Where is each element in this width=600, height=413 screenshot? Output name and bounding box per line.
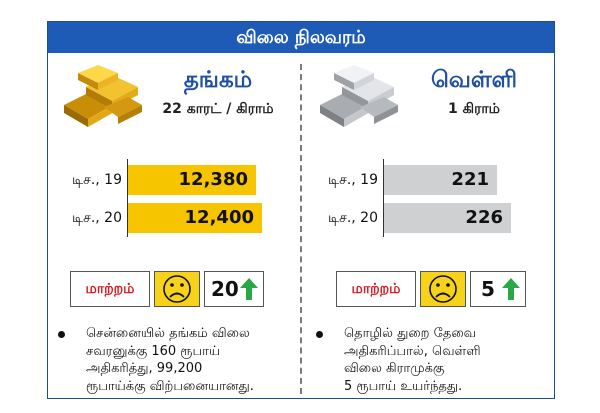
up-arrow-icon bbox=[240, 278, 258, 300]
gold-change-label: மாற்றம் bbox=[70, 271, 150, 307]
silver-change-label: மாற்றம் bbox=[336, 271, 416, 307]
silver-subtitle: 1 கிராம் bbox=[448, 101, 500, 117]
gold-row: டிச., 19 12,380 bbox=[48, 163, 298, 197]
note-line: தொழில் துறை தேவை bbox=[344, 326, 477, 341]
gold-note-text: சென்னையில் தங்கம் விலை சவரனுக்கு 160 ரூப… bbox=[86, 325, 296, 395]
note-line: 5 ரூபாய் உயர்ந்தது. bbox=[344, 378, 463, 394]
silver-row: டிச., 20 226 bbox=[304, 201, 554, 235]
note-line: விலை கிராமுக்கு bbox=[344, 361, 445, 376]
silver-row-value: 221 bbox=[384, 165, 497, 195]
panel-divider bbox=[300, 64, 302, 394]
silver-change-value: 5 bbox=[481, 277, 495, 301]
gold-row-date: டிச., 20 bbox=[71, 210, 122, 226]
gold-axis-line bbox=[127, 159, 128, 237]
silver-bars-icon bbox=[320, 65, 398, 127]
gold-panel: தங்கம் 22 காரட் / கிராம் டிச., 19 12,380… bbox=[48, 53, 298, 398]
gold-row-value: 12,400 bbox=[128, 203, 262, 233]
gold-bars-icon bbox=[64, 65, 142, 127]
silver-change-value-box: 5 bbox=[470, 271, 526, 307]
silver-title: வெள்ளி bbox=[430, 67, 518, 93]
silver-panel: வெள்ளி 1 கிராம் டிச., 19 221 டிச., 20 22… bbox=[304, 53, 554, 398]
gold-title: தங்கம் bbox=[183, 67, 253, 93]
note-line: அதிகரித்து, 99,200 bbox=[86, 361, 203, 376]
bullet-icon bbox=[316, 331, 323, 338]
gold-row: டிச., 20 12,400 bbox=[48, 201, 298, 235]
gold-change-value: 20 bbox=[211, 277, 239, 301]
gold-row-date: டிச., 19 bbox=[71, 172, 122, 188]
note-line: ரூபாய்க்கு விற்பனையானது. bbox=[86, 378, 254, 394]
up-arrow-icon bbox=[502, 278, 520, 300]
gold-subtitle: 22 காரட் / கிராம் bbox=[162, 101, 274, 117]
note-line: சவரனுக்கு 160 ரூபாய் bbox=[86, 343, 221, 359]
silver-row: டிச., 19 221 bbox=[304, 163, 554, 197]
silver-row-date: டிச., 20 bbox=[327, 210, 378, 226]
silver-note-text: தொழில் துறை தேவை அதிகரிப்பால், வெள்ளி வி… bbox=[344, 325, 554, 395]
gold-change-value-box: 20 bbox=[204, 271, 264, 307]
silver-row-date: டிச., 19 bbox=[327, 172, 378, 188]
silver-axis-line bbox=[383, 159, 384, 237]
note-line: அதிகரிப்பால், வெள்ளி bbox=[344, 343, 481, 359]
header-title: விலை நிலவரம் bbox=[48, 22, 554, 53]
silver-row-value: 226 bbox=[384, 203, 511, 233]
bullet-icon bbox=[58, 331, 65, 338]
sad-face-icon bbox=[154, 271, 200, 307]
sad-face-icon bbox=[420, 271, 466, 307]
gold-row-value: 12,380 bbox=[128, 165, 256, 195]
note-line: சென்னையில் தங்கம் விலை bbox=[86, 326, 250, 341]
price-card: விலை நிலவரம் தங்கம் 22 காரட் / கிராம் டி… bbox=[47, 21, 555, 399]
